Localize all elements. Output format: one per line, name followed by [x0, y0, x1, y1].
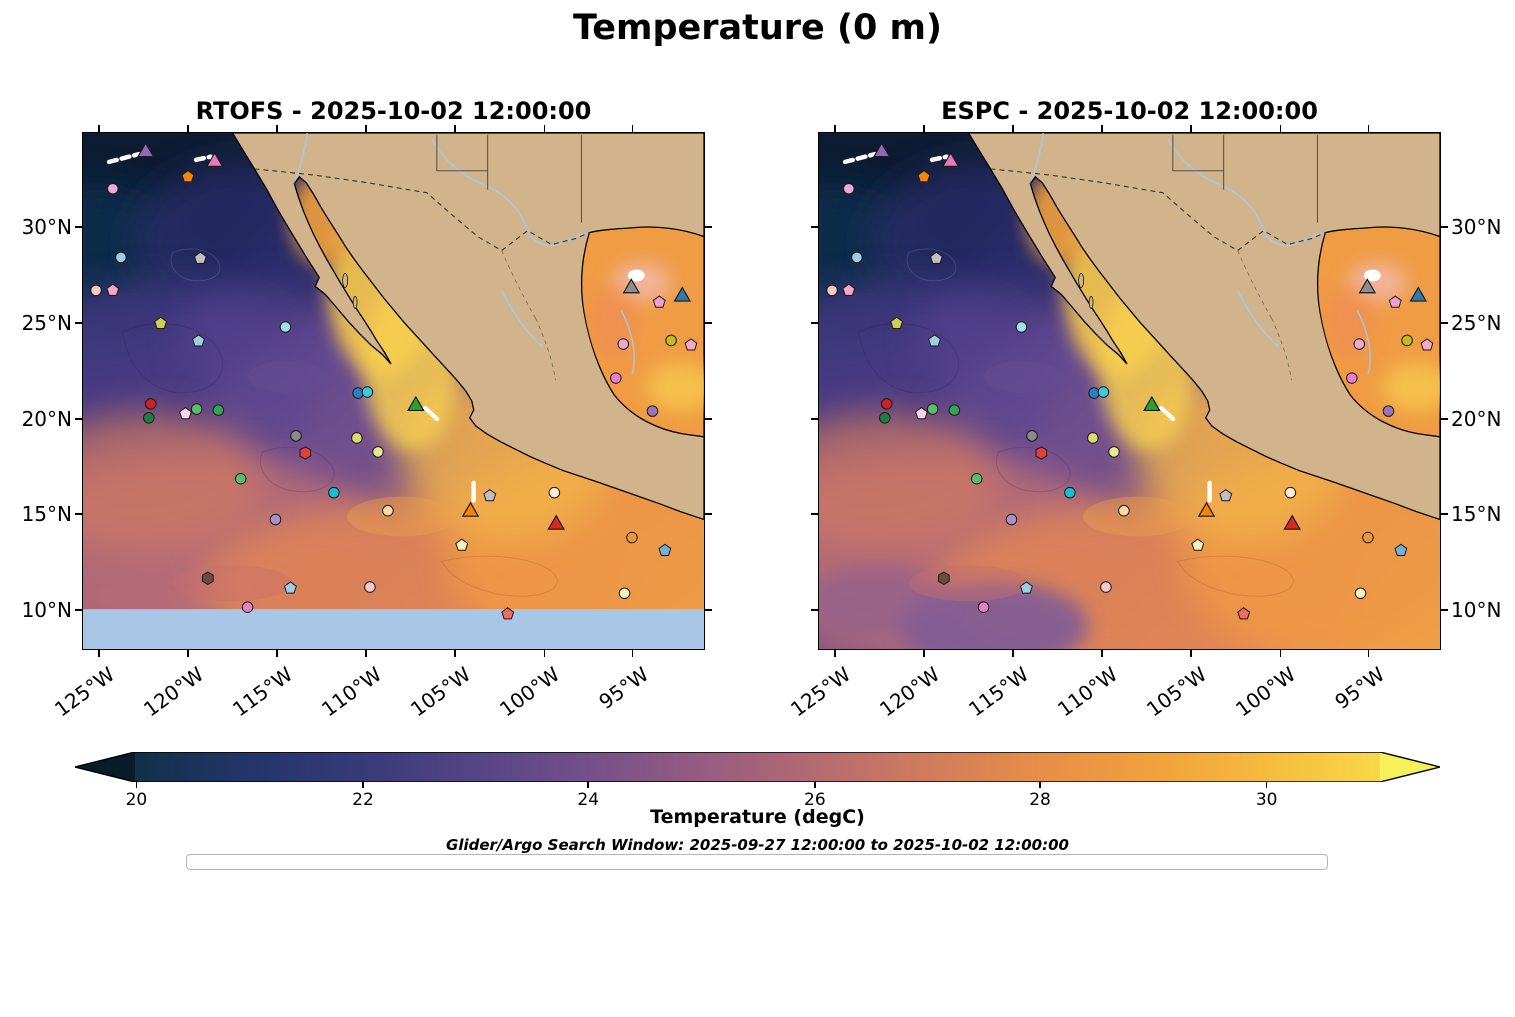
axis-tick: [631, 650, 634, 657]
axis-tick: [1367, 125, 1370, 132]
axis-tick: [187, 125, 189, 132]
y-tick-label: 15°N: [1451, 501, 1502, 526]
y-tick-label: 20°N: [1451, 406, 1502, 431]
y-tick-label: 30°N: [1451, 214, 1502, 239]
y-tick-label: 25°N: [1451, 311, 1502, 336]
axis-tick: [705, 226, 712, 228]
x-tick-label: 110°W: [317, 662, 387, 722]
axis-tick: [705, 513, 712, 515]
axis-tick: [587, 782, 589, 788]
axis-tick: [543, 125, 546, 132]
map-panel-rtofs: [82, 132, 705, 650]
axis-tick: [1265, 782, 1268, 788]
axis-tick: [365, 650, 367, 657]
colorbar-tick-label: 28: [1029, 790, 1051, 810]
axis-tick: [75, 609, 82, 611]
colorbar-gradient: [135, 752, 1380, 782]
x-tick-label: 100°W: [495, 662, 565, 722]
axis-tick: [631, 125, 634, 132]
axis-tick: [98, 650, 100, 657]
colorbar-tick-label: 24: [577, 790, 600, 810]
search-window-note: Glider/Argo Search Window: 2025-09-27 12…: [446, 836, 1069, 854]
axis-tick: [1190, 125, 1192, 132]
colorbar-tick-label: 22: [352, 790, 374, 810]
y-tick-label: 30°N: [21, 214, 72, 239]
colorbar-extend-min: [75, 752, 135, 782]
axis-tick: [1441, 418, 1448, 420]
colorbar-label: Temperature (degC): [650, 806, 865, 828]
axis-tick: [187, 650, 189, 657]
axis-tick: [1101, 125, 1103, 132]
axis-tick: [1279, 125, 1282, 132]
x-tick-label: 115°W: [964, 662, 1034, 722]
axis-tick: [811, 322, 818, 324]
x-tick-label: 125°W: [49, 662, 119, 722]
x-tick-label: 95°W: [1330, 662, 1389, 714]
axis-tick: [1279, 650, 1282, 657]
y-tick-label: 25°N: [21, 311, 72, 336]
axis-tick: [365, 125, 367, 132]
axis-tick: [454, 650, 456, 657]
axis-tick: [1441, 226, 1448, 228]
y-tick-label: 10°N: [1451, 598, 1502, 623]
axis-tick: [705, 322, 712, 324]
map-panel-espc: [818, 132, 1441, 650]
axis-tick: [75, 418, 82, 420]
colorbar-extend-max: [1380, 752, 1440, 782]
axis-tick: [1012, 650, 1014, 657]
axis-tick: [814, 782, 816, 788]
x-tick-label: 120°W: [874, 662, 945, 722]
x-tick-label: 110°W: [1053, 662, 1123, 722]
x-tick-label: 115°W: [228, 662, 298, 722]
axis-tick: [1441, 322, 1448, 324]
axis-tick: [1367, 650, 1370, 657]
axis-tick: [135, 782, 138, 788]
axis-tick: [834, 125, 836, 132]
y-tick-label: 10°N: [21, 598, 72, 623]
x-tick-label: 95°W: [594, 662, 653, 714]
y-tick-label: 15°N: [21, 501, 72, 526]
map-canvas-rtofs: [83, 133, 704, 649]
axis-tick: [75, 226, 82, 228]
axis-tick: [811, 513, 818, 515]
axis-tick: [834, 650, 836, 657]
axis-tick: [811, 418, 818, 420]
x-tick-label: 105°W: [406, 662, 476, 722]
axis-tick: [276, 650, 278, 657]
axis-tick: [75, 513, 82, 515]
figure-title: Temperature (0 m): [573, 8, 942, 48]
map-canvas-espc: [819, 133, 1440, 649]
axis-tick: [454, 125, 456, 132]
axis-tick: [98, 125, 100, 132]
colorbar-tick-label: 20: [125, 790, 148, 810]
axis-tick: [705, 418, 712, 420]
axis-tick: [923, 125, 925, 132]
y-tick-label: 20°N: [21, 406, 72, 431]
x-tick-label: 125°W: [785, 662, 855, 722]
axis-tick: [276, 125, 278, 132]
axis-tick: [1441, 609, 1448, 611]
panel-title-espc: ESPC - 2025-10-02 12:00:00: [941, 97, 1318, 125]
colorbar: [75, 752, 1440, 782]
colorbar-tick-label: 30: [1255, 790, 1278, 810]
axis-tick: [1039, 782, 1041, 788]
axis-tick: [543, 650, 546, 657]
axis-tick: [923, 650, 925, 657]
x-tick-label: 100°W: [1231, 662, 1301, 722]
axis-tick: [811, 609, 818, 611]
axis-tick: [1101, 650, 1103, 657]
legend: [186, 854, 1328, 870]
axis-tick: [75, 322, 82, 324]
x-tick-label: 105°W: [1142, 662, 1212, 722]
axis-tick: [811, 226, 818, 228]
panel-title-rtofs: RTOFS - 2025-10-02 12:00:00: [195, 97, 592, 125]
colorbar-tick-label: 26: [804, 790, 826, 810]
axis-tick: [1190, 650, 1192, 657]
axis-tick: [1012, 125, 1014, 132]
axis-tick: [705, 609, 712, 611]
axis-tick: [1441, 513, 1448, 515]
x-tick-label: 120°W: [138, 662, 209, 722]
axis-tick: [362, 782, 364, 788]
